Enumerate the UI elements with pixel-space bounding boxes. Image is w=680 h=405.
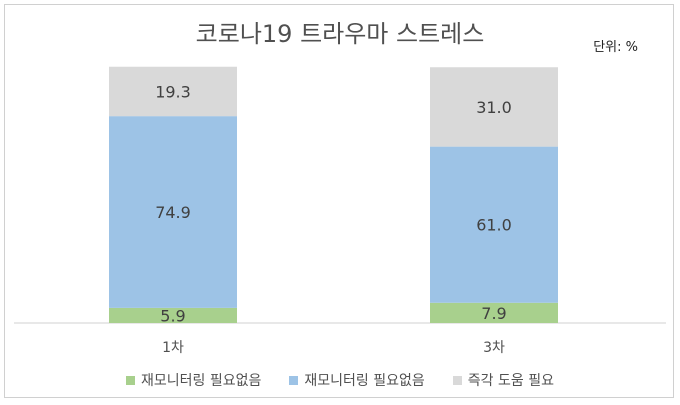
bar-segment-1-2: [109, 116, 237, 308]
chart-title: 코로나19 트라우마 스트레스: [195, 20, 485, 48]
legend-item-1: 재모니터링 필요없음: [126, 370, 261, 390]
legend-label-2: 재모니터링 필요없음: [304, 373, 425, 389]
legend-item-2: 재모니터링 필요없음: [289, 370, 425, 390]
x-tick-label-2: 3차: [483, 340, 505, 356]
legend-label-1: 재모니터링 필요없음: [141, 373, 262, 389]
legend-swatch-3: [452, 375, 462, 385]
bar-segment-2-3: [430, 67, 558, 147]
x-tick-label-1: 1차: [162, 340, 184, 356]
data-label-1-2: 74.9: [155, 203, 191, 222]
bar-segment-1-1: [109, 307, 237, 323]
legend-label-3: 즉각 도움 필요: [467, 373, 554, 389]
legend-swatch-1: [126, 375, 136, 385]
bar-segment-1-3: [109, 66, 237, 117]
data-label-1-3: 19.3: [155, 82, 191, 101]
data-label-2-1: 7.9: [481, 304, 506, 323]
legend-item-3: 즉각 도움 필요: [452, 370, 554, 390]
unit-label: 단위: %: [593, 40, 638, 55]
data-label-1-1: 5.9: [160, 306, 185, 325]
data-label-2-2: 61.0: [476, 216, 512, 235]
data-label-2-3: 31.0: [476, 98, 512, 117]
legend: 재모니터링 필요없음 재모니터링 필요없음 즉각 도움 필요: [0, 370, 680, 390]
bar-segment-2-1: [430, 302, 558, 323]
bar-segment-2-2: [430, 146, 558, 303]
legend-swatch-2: [289, 375, 299, 385]
